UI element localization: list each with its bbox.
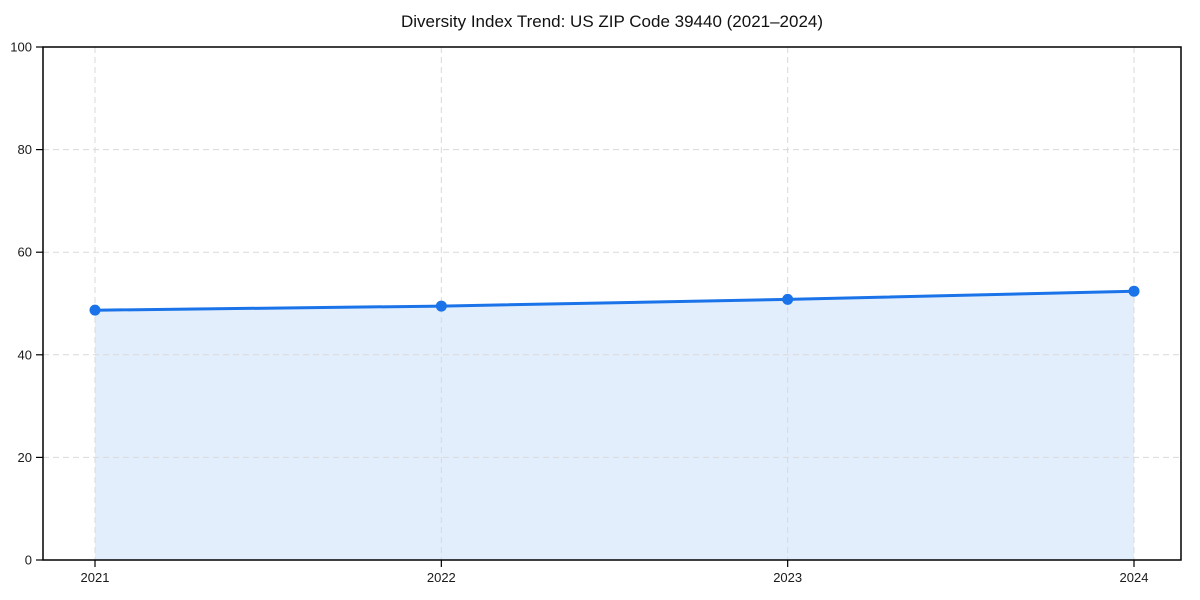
- x-tick-label: 2021: [81, 570, 110, 585]
- gridline-layer: [43, 47, 1181, 560]
- data-point-marker: [1128, 285, 1140, 297]
- series-line: [93, 289, 1136, 312]
- x-tick-label: 2024: [1120, 570, 1149, 585]
- data-point-marker: [435, 300, 447, 312]
- data-point-marker: [782, 293, 794, 305]
- axes-spines: [42, 46, 1182, 561]
- y-tick-label: 100: [10, 40, 32, 55]
- line-series-layer: [89, 285, 1140, 316]
- y-tick-label: 0: [25, 553, 32, 568]
- y-tick-label: 20: [18, 450, 32, 465]
- y-tick-label: 40: [18, 347, 32, 362]
- y-tick-label: 80: [18, 142, 32, 157]
- y-tick-label: 60: [18, 245, 32, 260]
- area-fill: [95, 291, 1134, 560]
- data-point-marker: [89, 304, 101, 316]
- x-tick-label: 2022: [427, 570, 456, 585]
- chart-title: Diversity Index Trend: US ZIP Code 39440…: [400, 12, 824, 31]
- tick-label-layer: 0 20 40 60 80 100 2021 2022 2023 2024: [10, 40, 1148, 586]
- x-tick-label: 2023: [773, 570, 802, 585]
- axes-layer: [36, 46, 1182, 567]
- area-fill-layer: [95, 291, 1134, 560]
